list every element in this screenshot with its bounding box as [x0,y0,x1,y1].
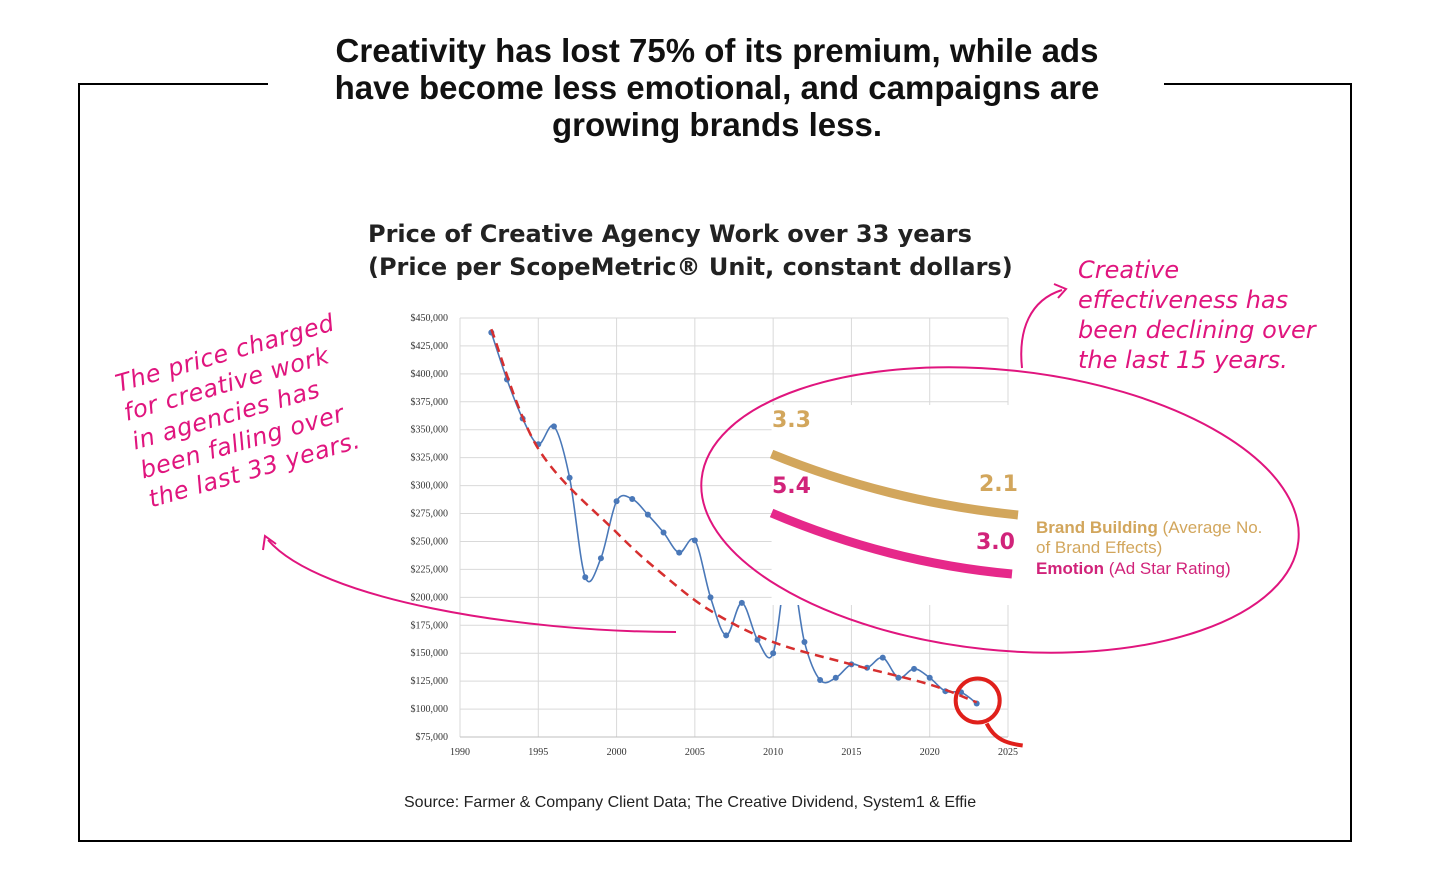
y-tick-label: $300,000 [411,481,449,492]
annotation-ellipse [700,366,1300,654]
price-data-point [691,537,698,544]
y-tick-label: $275,000 [411,509,449,520]
frame-top-right-rule [1164,83,1352,85]
price-data-point [879,654,886,661]
price-data-point [754,636,761,643]
right-arrow-head [1053,283,1068,299]
x-tick-label: 2010 [763,747,783,758]
x-tick-label: 1990 [450,747,470,758]
chart-title: Price of Creative Agency Work over 33 ye… [368,218,1068,284]
price-data-point [582,574,589,581]
price-data-point [550,423,557,430]
price-data-point [926,674,933,681]
price-data-point [660,529,667,536]
price-data-point [832,674,839,681]
price-data-point [613,498,620,505]
y-tick-label: $325,000 [411,453,449,464]
y-tick-label: $175,000 [411,620,449,631]
y-tick-label: $100,000 [411,704,449,715]
right-annotation-line: the last 15 years. [1078,346,1288,374]
y-tick-label: $150,000 [411,648,449,659]
x-tick-label: 2025 [998,747,1018,758]
y-tick-label: $350,000 [411,425,449,436]
y-tick-label: $450,000 [411,313,449,324]
legend-emotion-label: Emotion [1036,559,1104,578]
right-annotation-line: effectiveness has [1078,286,1289,314]
price-data-point [676,549,683,556]
price-data-point [644,511,651,518]
x-tick-label: 2005 [685,747,705,758]
left-arrow-head [262,534,277,551]
price-data-point [707,594,714,601]
outer-frame [78,84,1352,842]
emotion-start-value: 5.4 [772,474,811,499]
highlight-tail [984,722,1023,748]
price-data-point [817,677,824,684]
legend-brand-building: Brand Building (Average No. of Brand Eff… [1036,518,1276,558]
price-data-point [738,599,745,606]
legend-emotion: Emotion (Ad Star Rating) [1036,559,1276,579]
price-data-point [911,665,918,672]
price-data-point [801,639,808,646]
latest-point-highlight [953,676,1002,725]
x-tick-label: 1995 [528,747,548,758]
y-tick-label: $75,000 [416,732,449,743]
right-annotation-line: Creative [1078,256,1180,284]
price-data-point [723,632,730,639]
y-tick-label: $125,000 [411,676,449,687]
price-data-point [895,674,902,681]
headline-line-2: have become less emotional, and campaign… [334,69,1100,106]
trend-series-line [490,328,978,704]
y-tick-label: $400,000 [411,369,449,380]
price-data-point [770,650,777,657]
headline-line-1: Creativity has lost 75% of its premium, … [335,32,1099,69]
source-note: Source: Farmer & Company Client Data; Th… [404,794,977,811]
price-data-point [597,555,604,562]
headline: Creativity has lost 75% of its premium, … [270,32,1164,143]
right-annotation-arrow [1020,289,1063,369]
price-data-point [566,474,573,481]
brand-start-value: 3.3 [772,408,811,433]
price-data-point [629,496,636,503]
legend-brand-detail: (Average No. of Brand Effects) [1036,518,1263,557]
y-tick-label: $250,000 [411,536,449,547]
legend-emotion-detail: (Ad Star Rating) [1104,559,1231,578]
y-tick-label: $375,000 [411,397,449,408]
brand-end-value: 2.1 [979,472,1018,497]
frame-top-left-rule [78,83,268,85]
right-annotation: Creative effectiveness has been declinin… [1078,255,1348,375]
brand-building-line [769,449,1019,520]
emotion-line [769,508,1013,579]
chart-subtitle-line: (Price per ScopeMetric® Unit, constant d… [368,253,1013,281]
y-tick-label: $225,000 [411,564,449,575]
chart-title-line: Price of Creative Agency Work over 33 ye… [368,220,972,248]
x-tick-label: 2000 [607,747,627,758]
legend-brand-label: Brand Building [1036,518,1158,537]
emotion-end-value: 3.0 [976,530,1015,555]
x-tick-label: 2015 [841,747,861,758]
right-annotation-line: been declining over [1078,316,1316,344]
left-annotation-arrow [267,539,677,633]
headline-line-3: growing brands less. [551,106,883,143]
y-tick-label: $425,000 [411,341,449,352]
x-tick-label: 2020 [920,747,940,758]
y-tick-label: $200,000 [411,592,449,603]
